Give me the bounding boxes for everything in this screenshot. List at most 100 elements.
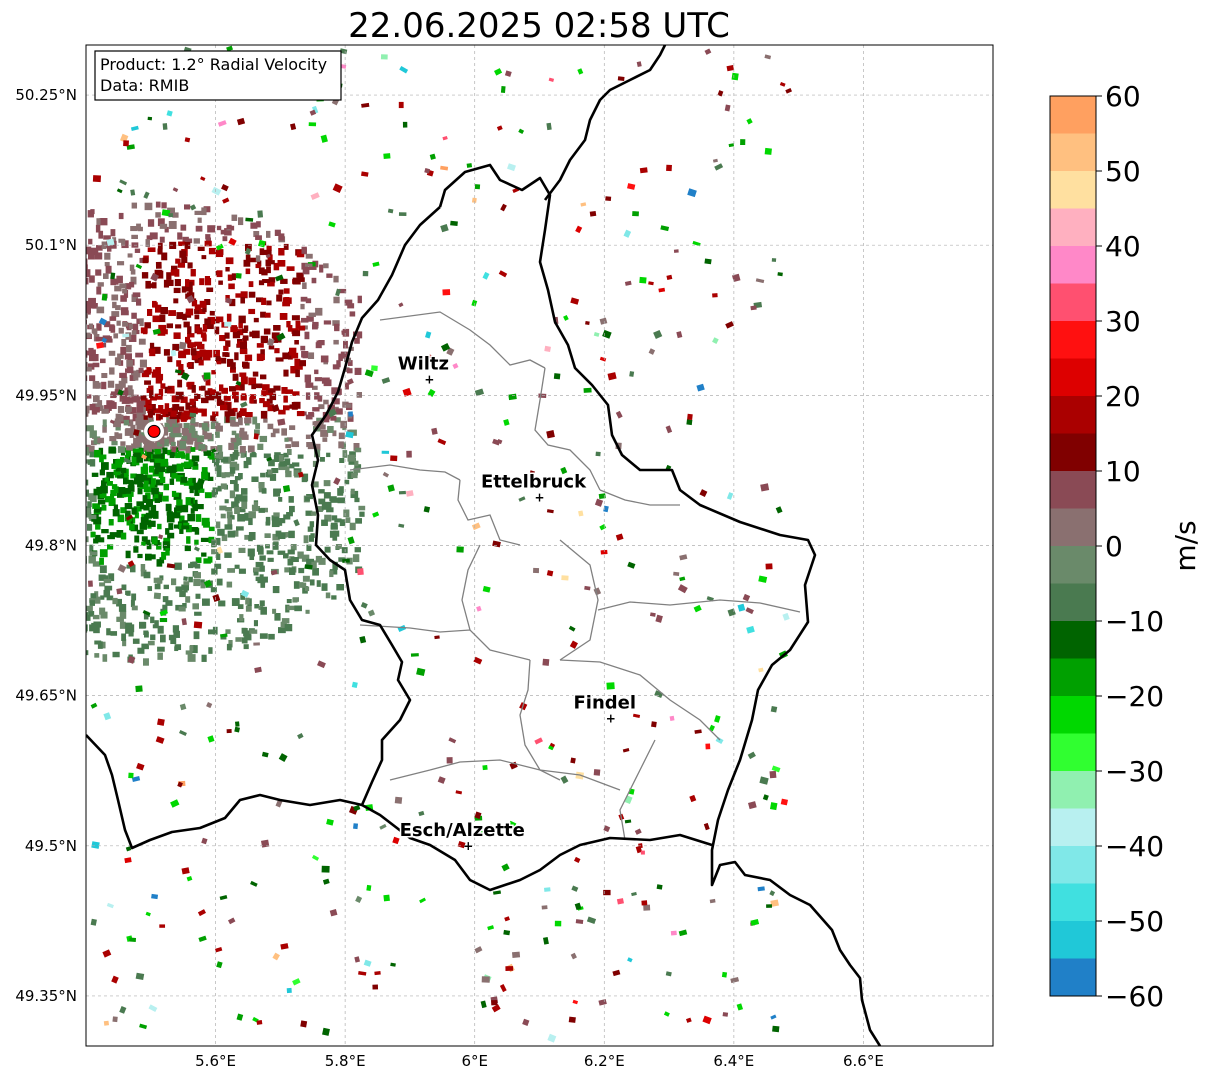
echo-pixel bbox=[456, 546, 464, 553]
echo-pixel bbox=[128, 334, 137, 342]
echo-pixel bbox=[543, 937, 549, 945]
echo-pixel bbox=[392, 836, 400, 845]
echo-pixel bbox=[244, 534, 250, 540]
echo-pixel bbox=[79, 634, 85, 638]
echo-pixel bbox=[305, 434, 311, 440]
echo-pixel bbox=[138, 400, 146, 406]
echo-pixel bbox=[111, 484, 118, 490]
echo-pixel bbox=[109, 367, 115, 375]
echo-pixel bbox=[193, 645, 198, 654]
echo-pixel bbox=[603, 825, 611, 833]
echo-pixel bbox=[471, 522, 481, 531]
echo-pixel bbox=[240, 376, 248, 385]
echo-pixel bbox=[186, 238, 193, 244]
echo-pixel bbox=[86, 332, 91, 338]
echo-pixel bbox=[589, 210, 597, 217]
echo-pixel bbox=[333, 275, 339, 283]
echo-pixel bbox=[387, 484, 395, 492]
colorbar-band bbox=[1050, 621, 1096, 659]
echo-pixel bbox=[174, 562, 182, 570]
echo-pixel bbox=[772, 1025, 780, 1033]
echo-pixel bbox=[259, 565, 265, 572]
echo-pixel bbox=[330, 524, 338, 530]
echo-pixel bbox=[158, 405, 164, 412]
echo-pixel bbox=[155, 377, 163, 384]
echo-pixel bbox=[714, 715, 721, 723]
echo-pixel bbox=[184, 241, 191, 249]
echo-pixel bbox=[323, 399, 329, 405]
echo-pixel bbox=[223, 345, 229, 351]
echo-pixel bbox=[127, 494, 132, 503]
colorbar-band bbox=[1050, 583, 1096, 622]
echo-pixel bbox=[193, 482, 201, 490]
echo-pixel bbox=[332, 183, 343, 194]
echo-pixel bbox=[238, 322, 243, 329]
echo-pixel bbox=[189, 398, 195, 406]
place-marker: + bbox=[606, 712, 616, 726]
echo-pixel bbox=[97, 641, 103, 649]
echo-pixel bbox=[136, 369, 141, 378]
echo-pixel bbox=[297, 454, 304, 459]
echo-pixel bbox=[118, 327, 124, 334]
echo-pixel bbox=[217, 528, 225, 536]
echo-pixel bbox=[93, 328, 98, 335]
echo-pixel bbox=[180, 224, 187, 231]
echo-pixel bbox=[250, 880, 258, 887]
echo-pixel bbox=[622, 748, 630, 753]
echo-pixel bbox=[129, 374, 136, 381]
echo-pixel bbox=[194, 488, 200, 496]
echo-pixel bbox=[311, 854, 320, 861]
echo-pixel bbox=[133, 546, 139, 553]
echo-pixel bbox=[122, 639, 127, 647]
echo-pixel bbox=[769, 802, 778, 811]
lat-tick-label: 49.65°N bbox=[15, 687, 77, 705]
echo-pixel bbox=[106, 628, 111, 636]
echo-pixel bbox=[187, 333, 195, 338]
echo-pixel bbox=[151, 893, 159, 900]
echo-pixel bbox=[126, 520, 131, 526]
echo-pixel bbox=[593, 332, 600, 337]
echo-pixel bbox=[359, 635, 367, 644]
echo-pixel bbox=[220, 633, 228, 638]
echo-pixel bbox=[210, 389, 217, 395]
echo-pixel bbox=[172, 212, 179, 218]
echo-pixel bbox=[742, 593, 751, 602]
echo-pixel bbox=[333, 477, 341, 486]
echo-pixel bbox=[160, 409, 169, 414]
echo-pixel bbox=[715, 736, 724, 745]
echo-pixel bbox=[140, 395, 147, 400]
canton-boundary bbox=[389, 769, 431, 781]
echo-pixel bbox=[437, 776, 446, 784]
echo-pixel bbox=[137, 553, 143, 559]
echo-pixel bbox=[304, 263, 313, 267]
info-box-frame bbox=[94, 50, 342, 101]
echo-pixel bbox=[88, 347, 94, 356]
echo-pixel bbox=[227, 517, 233, 526]
echo-pixel bbox=[172, 343, 180, 351]
echo-pixel bbox=[104, 252, 111, 260]
echo-pixel bbox=[133, 442, 138, 448]
echo-pixel bbox=[95, 534, 101, 540]
echo-pixel bbox=[323, 263, 329, 269]
echo-pixel bbox=[319, 264, 324, 273]
echo-pixel bbox=[237, 329, 244, 336]
echo-pixel bbox=[118, 212, 124, 220]
echo-pixel bbox=[145, 492, 151, 500]
echo-pixel bbox=[150, 478, 156, 486]
echo-pixel bbox=[135, 352, 144, 358]
echo-pixel bbox=[247, 445, 255, 453]
echo-pixel bbox=[213, 349, 220, 358]
echo-pixel bbox=[121, 633, 127, 641]
echo-pixel bbox=[90, 531, 95, 536]
echo-pixel bbox=[260, 374, 267, 380]
echo-pixel bbox=[86, 425, 94, 432]
echo-pixel bbox=[289, 123, 297, 131]
echo-pixel bbox=[212, 626, 218, 635]
echo-pixel bbox=[297, 733, 304, 740]
echo-pixel bbox=[197, 435, 205, 443]
echo-pixel bbox=[471, 197, 477, 203]
echo-pixel bbox=[338, 432, 345, 440]
echo-pixel bbox=[289, 505, 295, 513]
echo-pixel bbox=[146, 452, 151, 459]
